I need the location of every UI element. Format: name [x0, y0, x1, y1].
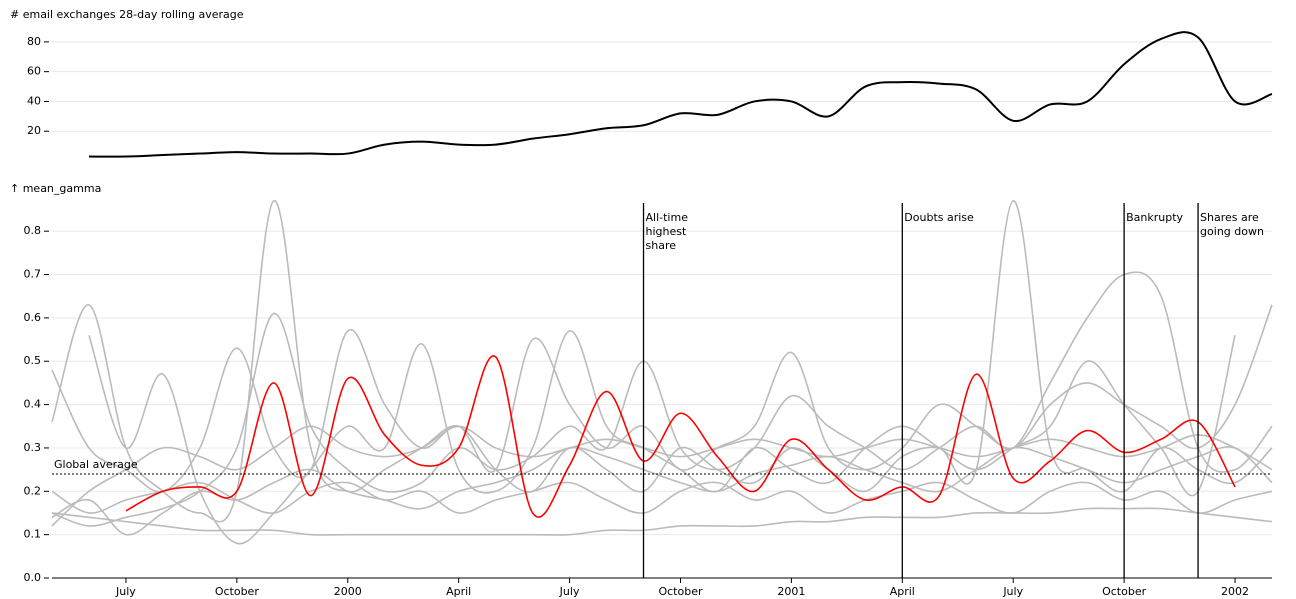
annotation-label: All-time highest share	[645, 211, 688, 251]
annotation-label: Doubts arise	[904, 211, 974, 224]
series-line	[88, 31, 1273, 158]
y-tick-label: 0.5	[24, 354, 42, 367]
annotation: Shares are going down	[1200, 211, 1264, 238]
x-tick-label: April	[890, 585, 915, 598]
x-tick-label: October	[1102, 585, 1146, 598]
y-tick-label: 0.3	[24, 441, 42, 454]
x-tick-label: October	[658, 585, 702, 598]
y-tick-label: 0.0	[24, 571, 42, 584]
x-tick-label: 2001	[777, 585, 805, 598]
annotation: All-time highest share	[645, 211, 688, 251]
series-line	[51, 446, 1273, 536]
series-line	[88, 330, 1236, 545]
annotation-label: Bankrupty	[1126, 211, 1184, 224]
y-tick-label: 0.6	[24, 311, 42, 324]
y-tick-label: 0.8	[24, 224, 42, 237]
y-tick-label: 40	[27, 94, 41, 107]
x-tick-label: 2002	[1221, 585, 1249, 598]
y-tick-label: 20	[27, 124, 41, 137]
series-line	[125, 355, 1236, 518]
x-tick-label: July	[1002, 585, 1023, 598]
chart-title: # email exchanges 28-day rolling average	[10, 8, 244, 21]
y-axis-label: ↑ mean_gamma	[10, 182, 101, 195]
y-tick-label: 60	[27, 65, 41, 78]
y-tick-label: 0.2	[24, 484, 42, 497]
x-tick-label: October	[215, 585, 259, 598]
y-tick-label: 0.7	[24, 268, 42, 281]
y-tick-label: 0.1	[24, 528, 42, 541]
reference-label: Global average	[54, 458, 138, 471]
annotation: Bankrupty	[1126, 211, 1184, 224]
y-tick-label: 0.4	[24, 398, 42, 411]
series-line	[51, 481, 1273, 514]
series-line	[51, 507, 1273, 536]
x-tick-label: July	[115, 585, 136, 598]
series-line	[51, 271, 1273, 527]
x-tick-label: 2000	[334, 585, 362, 598]
x-tick-label: July	[559, 585, 580, 598]
annotation-label: Shares are going down	[1200, 211, 1264, 238]
y-tick-label: 80	[27, 35, 41, 48]
x-tick-label: April	[446, 585, 471, 598]
series-line	[51, 304, 1273, 493]
annotation: Doubts arise	[904, 211, 974, 224]
